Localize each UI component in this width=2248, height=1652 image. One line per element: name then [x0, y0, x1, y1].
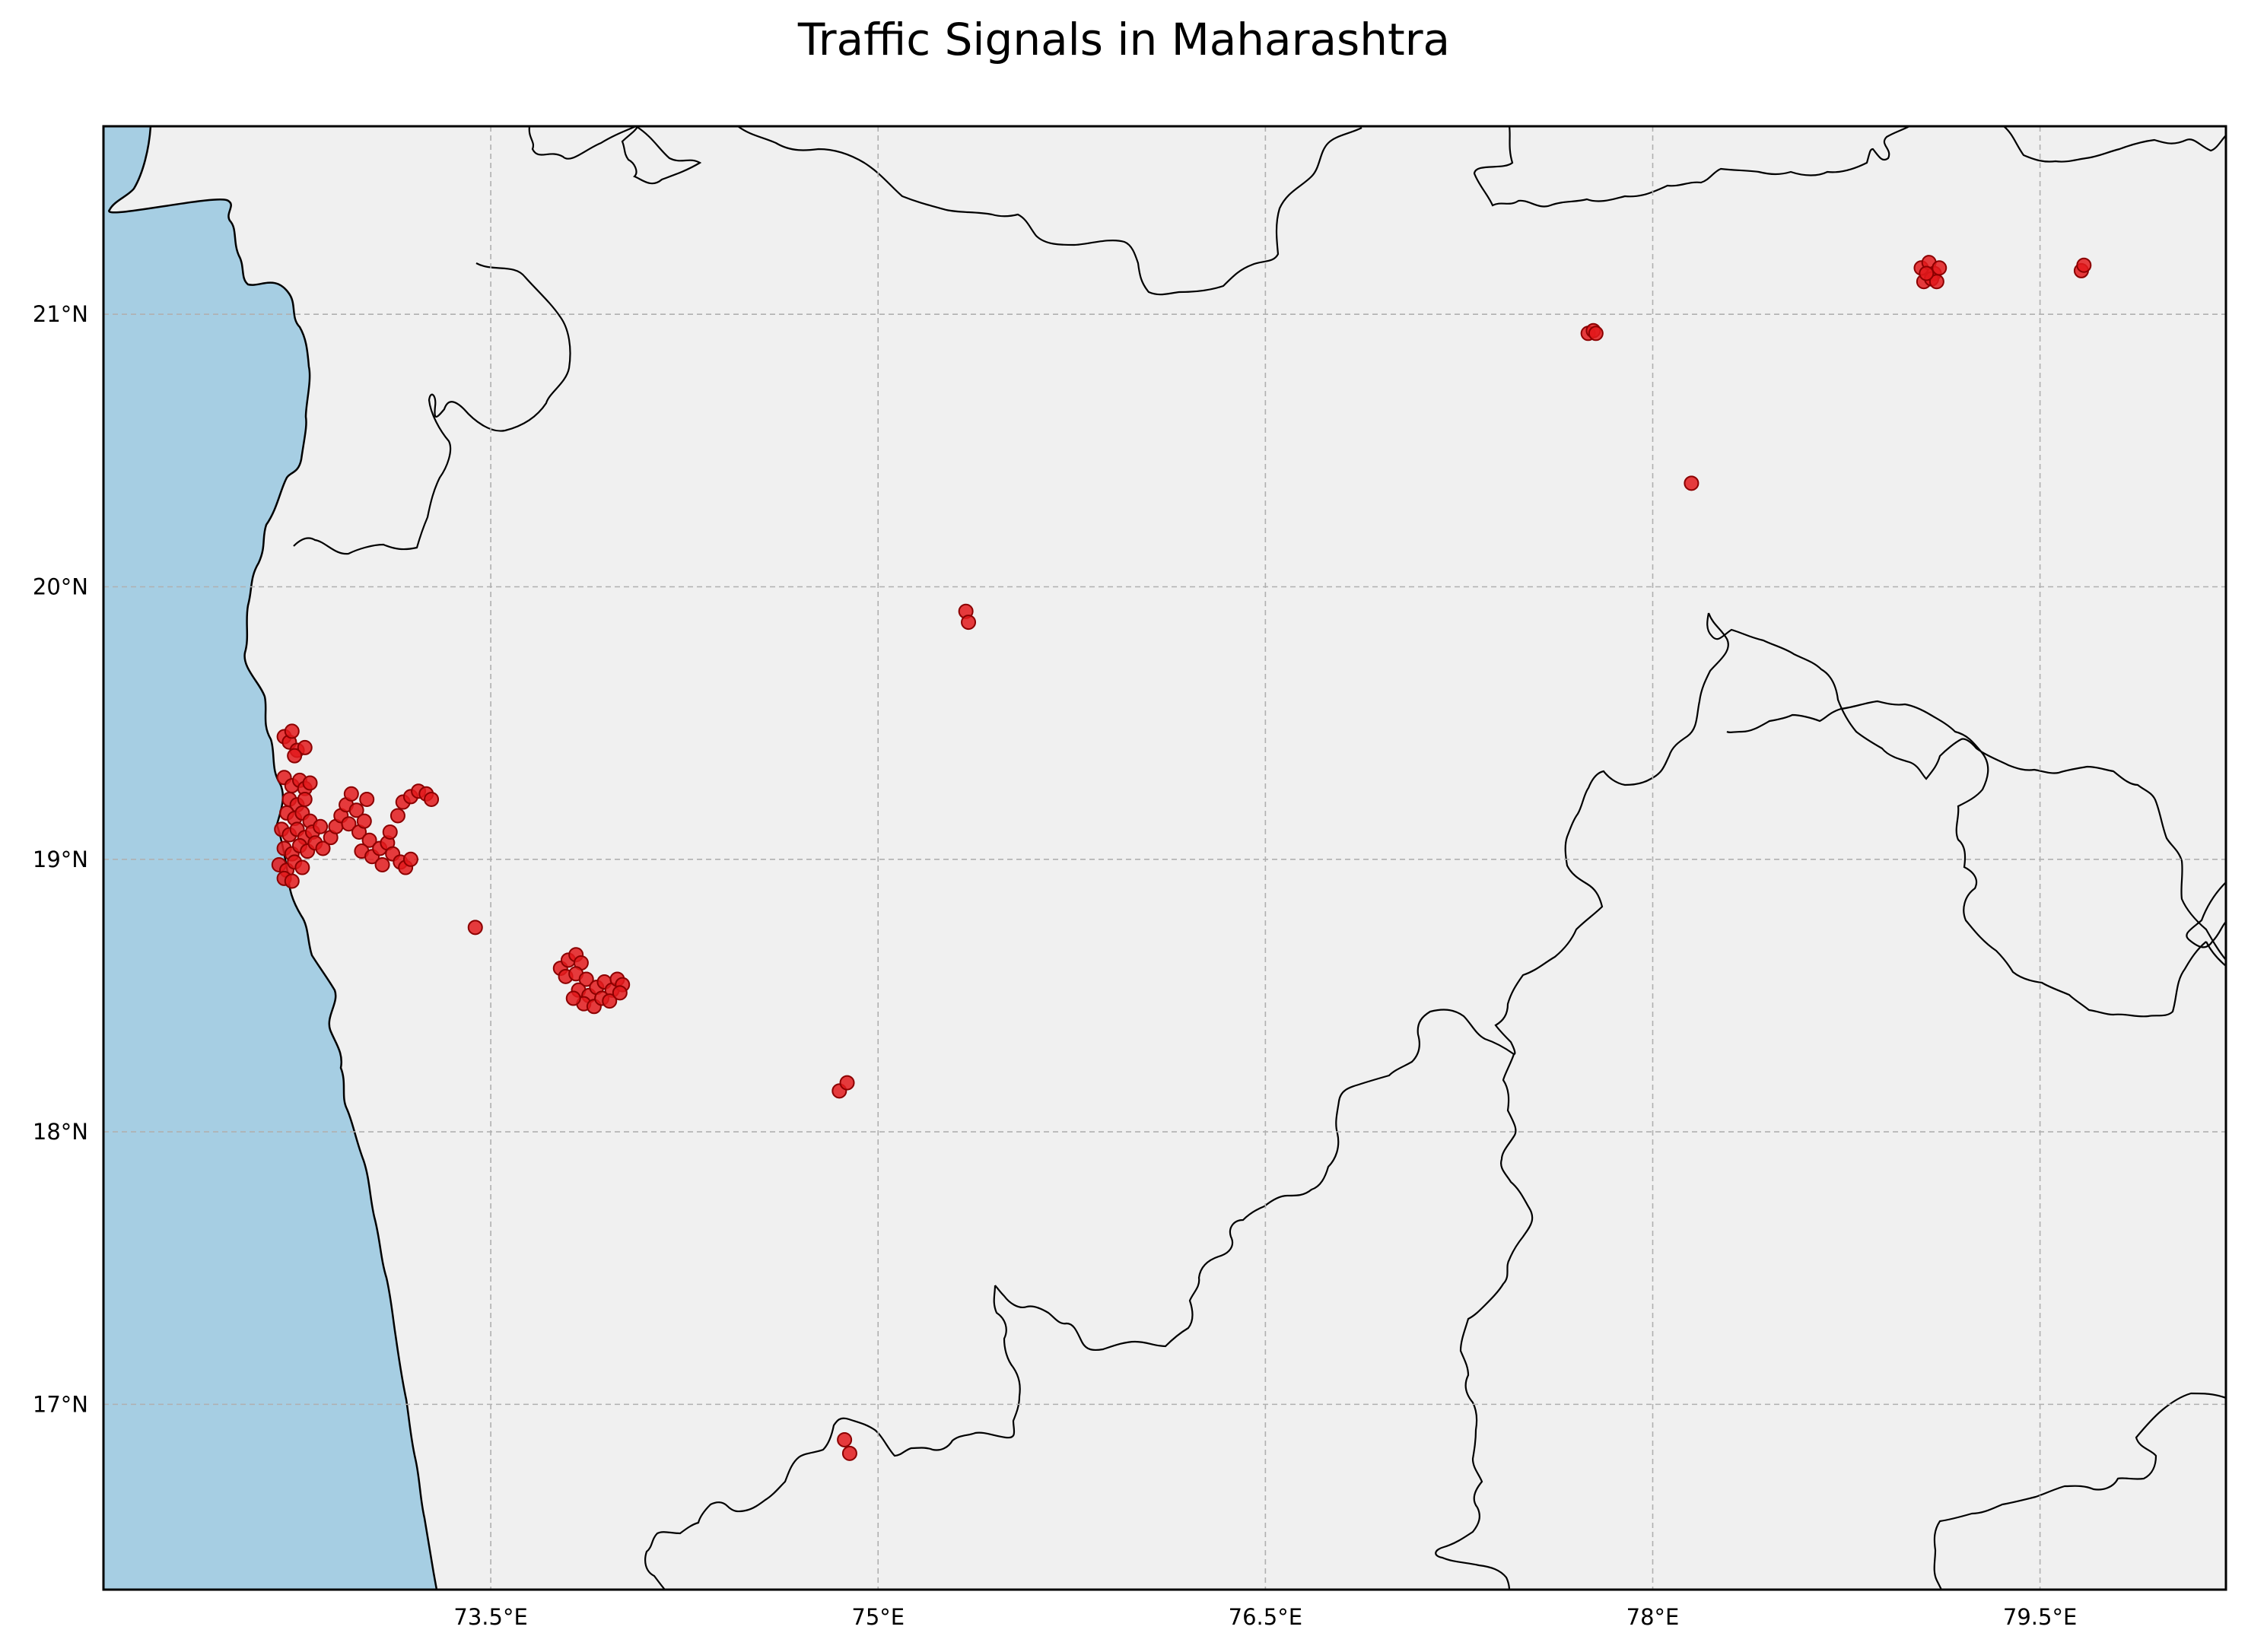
traffic-signal-point[interactable] — [284, 873, 300, 889]
traffic-signal-point[interactable] — [284, 723, 300, 739]
traffic-signal-point[interactable] — [961, 615, 977, 631]
map-frame — [102, 125, 2227, 1591]
traffic-signal-point[interactable] — [374, 856, 390, 872]
longitude-tick-labels: 73.5°E 75°E 76.5°E 78°E 79.5°E — [453, 1604, 2077, 1630]
traffic-signal-point[interactable] — [382, 824, 398, 840]
traffic-signal-point[interactable] — [361, 832, 377, 848]
traffic-signal-point[interactable] — [1928, 274, 1944, 290]
y-tick-label: 21°N — [33, 301, 88, 327]
traffic-signal-point[interactable] — [602, 993, 618, 1009]
traffic-signal-point[interactable] — [1932, 260, 1948, 276]
traffic-signal-point[interactable] — [467, 920, 483, 936]
traffic-signal-point[interactable] — [343, 786, 359, 802]
latitude-tick-labels: 21°N 20°N 19°N 18°N 17°N — [33, 301, 88, 1417]
traffic-signal-point[interactable] — [839, 1075, 855, 1091]
traffic-signal-point[interactable] — [402, 851, 418, 867]
traffic-signal-point[interactable] — [841, 1445, 857, 1461]
traffic-signal-point[interactable] — [359, 791, 375, 807]
y-tick-label: 19°N — [33, 847, 88, 872]
traffic-signal-point[interactable] — [578, 971, 594, 987]
x-tick-label: 76.5°E — [1229, 1604, 1302, 1630]
traffic-signal-point[interactable] — [297, 791, 313, 807]
traffic-signal-markers — [271, 255, 2092, 1461]
state-borders — [293, 126, 2226, 1590]
x-tick-label: 78°E — [1626, 1604, 1680, 1630]
traffic-signal-point[interactable] — [302, 775, 318, 791]
traffic-signal-point[interactable] — [2076, 257, 2092, 273]
land-area — [103, 126, 2226, 1590]
traffic-signal-point[interactable] — [341, 816, 357, 832]
traffic-signal-point[interactable] — [294, 859, 310, 875]
x-tick-label: 73.5°E — [453, 1604, 527, 1630]
traffic-signal-point[interactable] — [348, 802, 364, 818]
traffic-signal-point[interactable] — [287, 748, 303, 764]
x-tick-label: 79.5°E — [2003, 1604, 2077, 1630]
traffic-signal-point[interactable] — [356, 813, 372, 829]
traffic-signal-point[interactable] — [313, 818, 329, 834]
traffic-signal-point[interactable] — [565, 990, 581, 1006]
arabian-sea — [103, 126, 438, 1590]
y-tick-label: 18°N — [33, 1119, 88, 1145]
traffic-signal-point[interactable] — [612, 985, 628, 1001]
traffic-signal-point[interactable] — [424, 791, 440, 807]
traffic-signal-point[interactable] — [1588, 326, 1604, 342]
map-title: Traffic Signals in Maharashtra — [797, 14, 1451, 65]
traffic-signal-point[interactable] — [297, 739, 313, 755]
traffic-signal-point[interactable] — [390, 808, 405, 824]
y-tick-label: 20°N — [33, 574, 88, 600]
traffic-signal-point[interactable] — [315, 840, 331, 856]
traffic-signal-point[interactable] — [837, 1431, 853, 1447]
y-tick-label: 17°N — [33, 1391, 88, 1417]
x-tick-label: 75°E — [851, 1604, 905, 1630]
traffic-signal-point[interactable] — [1919, 265, 1935, 281]
traffic-signal-point[interactable] — [1684, 475, 1700, 491]
graticule-gridlines — [103, 126, 2226, 1590]
